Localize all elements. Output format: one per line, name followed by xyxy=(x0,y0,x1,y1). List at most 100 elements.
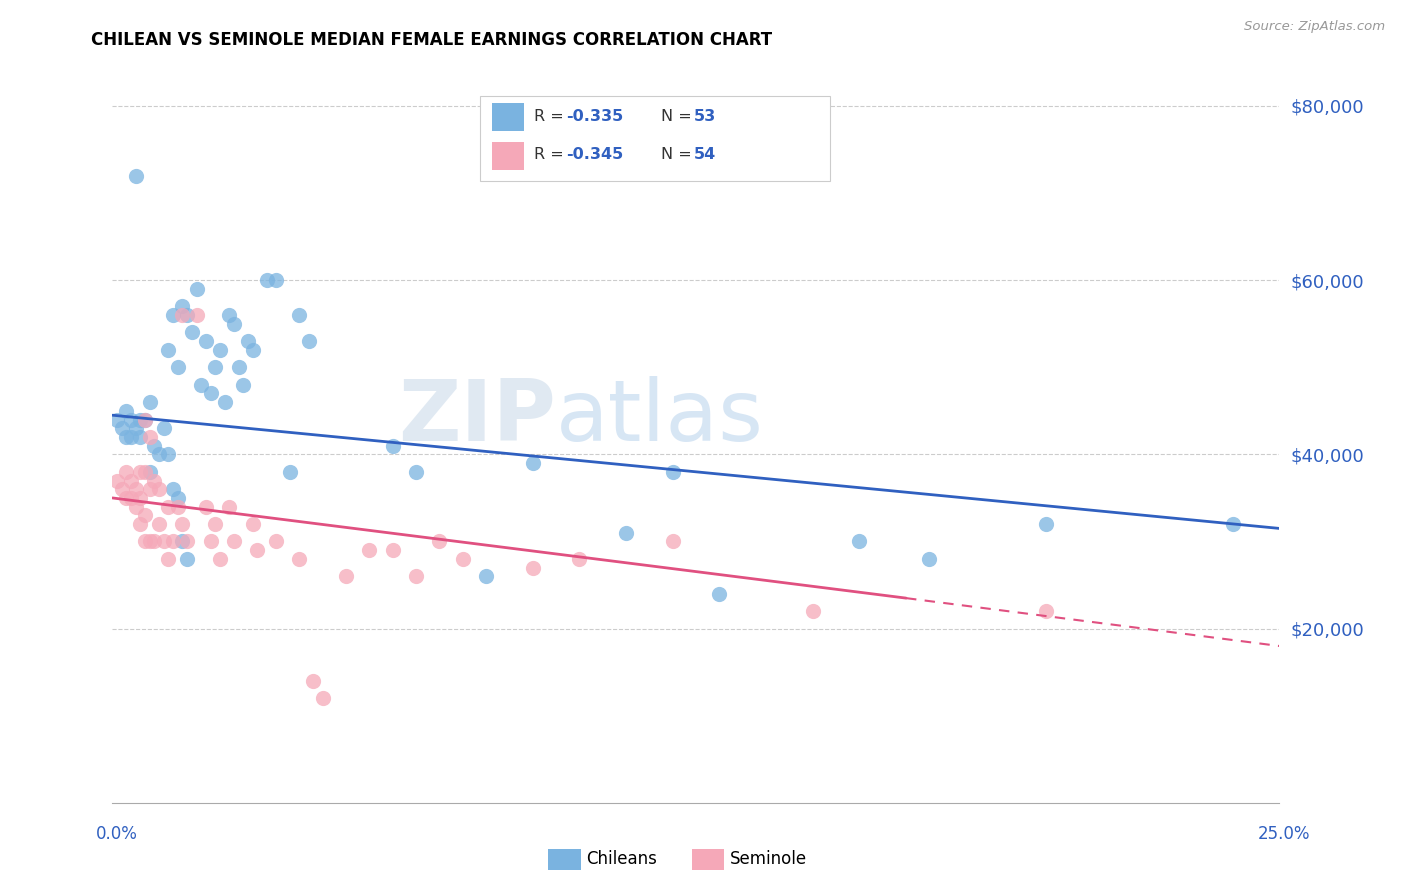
Point xyxy=(176,534,198,549)
Point xyxy=(335,569,357,583)
Point xyxy=(120,430,142,444)
Text: R =: R = xyxy=(534,147,568,162)
Point xyxy=(172,299,194,313)
Point xyxy=(176,308,198,322)
Point xyxy=(222,317,245,331)
Point xyxy=(242,517,264,532)
Point xyxy=(1035,517,1057,532)
Point xyxy=(264,273,287,287)
Point xyxy=(180,326,202,340)
Text: -0.335: -0.335 xyxy=(567,109,624,124)
FancyBboxPatch shape xyxy=(479,95,830,181)
Point xyxy=(614,525,637,540)
Point xyxy=(111,482,134,496)
Point xyxy=(218,500,240,514)
Point xyxy=(200,386,222,401)
Point xyxy=(311,691,333,706)
Point xyxy=(129,491,152,505)
Point xyxy=(139,534,162,549)
Point xyxy=(105,412,128,426)
Point xyxy=(186,308,208,322)
Point xyxy=(157,500,180,514)
Point xyxy=(105,474,128,488)
Point xyxy=(157,552,180,566)
Point xyxy=(115,404,138,418)
Point xyxy=(172,534,194,549)
Point xyxy=(115,430,138,444)
Point xyxy=(256,273,278,287)
Text: 0.0%: 0.0% xyxy=(96,825,138,843)
Point xyxy=(139,465,162,479)
Point xyxy=(427,534,450,549)
Point xyxy=(232,377,254,392)
Point xyxy=(848,534,870,549)
Point xyxy=(204,517,226,532)
Point xyxy=(148,517,170,532)
Point xyxy=(125,500,148,514)
Text: -0.345: -0.345 xyxy=(567,147,624,162)
Text: atlas: atlas xyxy=(555,376,763,459)
Text: 25.0%: 25.0% xyxy=(1258,825,1310,843)
Text: N =: N = xyxy=(661,109,697,124)
Point xyxy=(134,412,156,426)
Text: ZIP: ZIP xyxy=(398,376,555,459)
Point xyxy=(125,482,148,496)
Point xyxy=(125,169,148,183)
Point xyxy=(297,334,319,348)
Text: CHILEAN VS SEMINOLE MEDIAN FEMALE EARNINGS CORRELATION CHART: CHILEAN VS SEMINOLE MEDIAN FEMALE EARNIN… xyxy=(91,31,772,49)
Point xyxy=(709,587,731,601)
Point xyxy=(568,552,591,566)
Point xyxy=(246,543,269,558)
Point xyxy=(200,534,222,549)
Point xyxy=(222,534,245,549)
Point xyxy=(522,560,544,574)
Point xyxy=(801,604,824,618)
Point xyxy=(157,447,180,461)
Point xyxy=(139,482,162,496)
Point xyxy=(194,500,217,514)
Point xyxy=(194,334,217,348)
Point xyxy=(153,534,176,549)
Point xyxy=(228,360,250,375)
Point xyxy=(115,465,138,479)
Point xyxy=(918,552,941,566)
Text: Chileans: Chileans xyxy=(586,850,657,868)
Point xyxy=(172,517,194,532)
Point xyxy=(302,673,325,688)
Point xyxy=(381,543,404,558)
Text: Source: ZipAtlas.com: Source: ZipAtlas.com xyxy=(1244,20,1385,33)
Point xyxy=(129,412,152,426)
Point xyxy=(143,474,166,488)
Point xyxy=(148,482,170,496)
Point xyxy=(475,569,498,583)
Point xyxy=(405,569,427,583)
Point xyxy=(129,465,152,479)
Point xyxy=(134,508,156,523)
Text: R =: R = xyxy=(534,109,568,124)
Point xyxy=(264,534,287,549)
Point xyxy=(166,360,188,375)
Point xyxy=(451,552,474,566)
Point xyxy=(236,334,259,348)
Point xyxy=(172,308,194,322)
Point xyxy=(148,447,170,461)
Text: 54: 54 xyxy=(693,147,716,162)
Point xyxy=(204,360,226,375)
Point xyxy=(134,534,156,549)
Point xyxy=(143,439,166,453)
Point xyxy=(111,421,134,435)
Point xyxy=(162,534,184,549)
Text: Seminole: Seminole xyxy=(730,850,807,868)
Point xyxy=(134,465,156,479)
Point xyxy=(139,430,162,444)
Point xyxy=(242,343,264,357)
Point xyxy=(405,465,427,479)
Point xyxy=(139,395,162,409)
Point xyxy=(162,308,184,322)
FancyBboxPatch shape xyxy=(492,142,524,169)
Point xyxy=(157,343,180,357)
Text: N =: N = xyxy=(661,147,697,162)
Point xyxy=(120,474,142,488)
Point xyxy=(218,308,240,322)
Point xyxy=(208,552,231,566)
